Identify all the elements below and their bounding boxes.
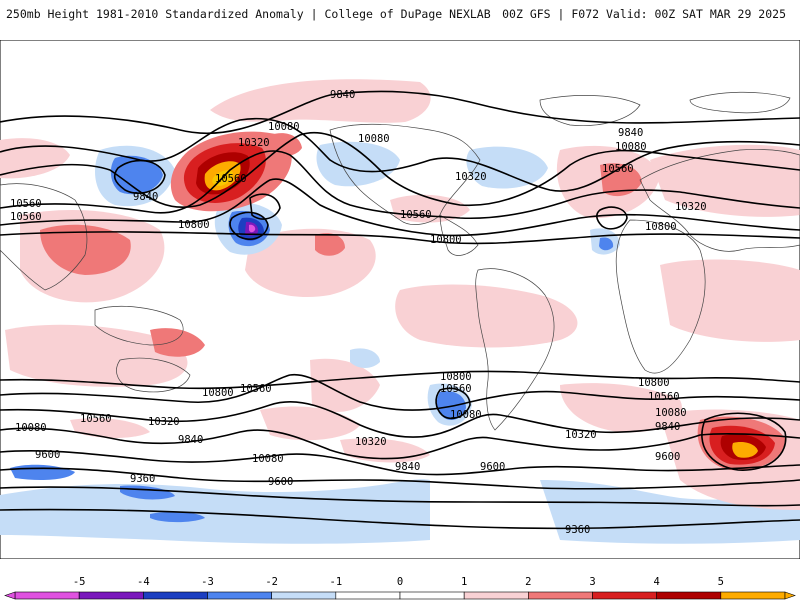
pos2-patch <box>150 328 205 357</box>
coastlines <box>0 91 800 431</box>
svg-text:9840: 9840 <box>395 461 420 473</box>
svg-text:10320: 10320 <box>355 436 387 448</box>
colorbar-segment <box>592 591 657 600</box>
svg-text:10800: 10800 <box>645 221 677 233</box>
height-contours <box>0 90 800 530</box>
svg-text:9840: 9840 <box>655 421 680 433</box>
svg-text:10560: 10560 <box>400 209 432 221</box>
svg-text:10080: 10080 <box>268 121 300 133</box>
colorbar-segment <box>143 591 208 600</box>
map-title: 250mb Height 1981-2010 Standardized Anom… <box>6 7 491 21</box>
colorbar-tick-label: -3 <box>201 576 214 588</box>
pos1-patch <box>650 144 800 217</box>
svg-text:10560: 10560 <box>602 163 634 175</box>
svg-text:10080: 10080 <box>15 422 47 434</box>
pos1-patch <box>5 324 188 387</box>
svg-text:10800: 10800 <box>202 387 234 399</box>
svg-text:10320: 10320 <box>675 201 707 213</box>
colorbar-segment <box>399 591 465 600</box>
anomaly-shading <box>0 79 800 544</box>
svg-text:10560: 10560 <box>215 173 247 185</box>
svg-text:9600: 9600 <box>655 451 680 463</box>
svg-text:9600: 9600 <box>35 449 60 461</box>
svg-text:10560: 10560 <box>10 211 42 223</box>
svg-text:10320: 10320 <box>455 171 487 183</box>
neg1-band-south <box>0 479 430 544</box>
colorbar-segment <box>14 591 80 600</box>
svg-text:10320: 10320 <box>148 416 180 428</box>
pos1-patch <box>390 194 470 223</box>
anomaly-map: 9840 10080 10320 10560 10080 10320 10560… <box>0 40 800 559</box>
svg-text:10320: 10320 <box>565 429 597 441</box>
neg2-patch <box>150 511 205 523</box>
svg-text:9840: 9840 <box>178 434 203 446</box>
svg-text:10080: 10080 <box>615 141 647 153</box>
contour-labels: 9840 10080 10320 10560 10080 10320 10560… <box>10 89 707 536</box>
colorbar-segment <box>528 591 593 600</box>
svg-text:10800: 10800 <box>638 377 670 389</box>
neg1-patch <box>466 146 548 189</box>
colorbar-tick-label: 0 <box>397 576 403 588</box>
colorbar-tick-label: 4 <box>654 576 660 588</box>
colorbar-tick-label: 5 <box>718 576 724 588</box>
pos1-patch <box>660 259 800 342</box>
colorbar-max-arrow <box>784 591 796 600</box>
colorbar-segment <box>463 591 529 600</box>
neg1-patch <box>350 348 380 368</box>
neg5-patch <box>249 224 256 233</box>
pos1-patch <box>260 406 360 441</box>
svg-text:10080: 10080 <box>252 453 284 465</box>
colorbar-segment <box>656 591 722 600</box>
colorbar-tick-label: -2 <box>265 576 278 588</box>
svg-text:9840: 9840 <box>133 191 158 203</box>
colorbar-tick-label: 1 <box>461 576 467 588</box>
svg-text:10800: 10800 <box>430 234 462 246</box>
svg-text:10080: 10080 <box>358 133 390 145</box>
neg2-patch <box>110 155 163 195</box>
svg-text:9600: 9600 <box>268 476 293 488</box>
svg-text:10560: 10560 <box>10 198 42 210</box>
svg-text:10560: 10560 <box>240 383 272 395</box>
svg-text:9360: 9360 <box>130 473 155 485</box>
model-valid-time: 00Z GFS | F072 Valid: 00Z SAT MAR 29 202… <box>502 7 786 21</box>
colorbar-tick-label: 3 <box>589 576 595 588</box>
svg-text:10080: 10080 <box>450 409 482 421</box>
svg-text:10560: 10560 <box>440 383 472 395</box>
colorbar-legend: -5 -4 -3 -2 -1 0 1 2 3 4 5 <box>4 576 796 600</box>
svg-text:10560: 10560 <box>80 413 112 425</box>
colorbar-tick-label: -5 <box>73 576 86 588</box>
colorbar-segment <box>720 591 786 600</box>
svg-text:9360: 9360 <box>565 524 590 536</box>
svg-text:9840: 9840 <box>618 127 643 139</box>
colorbar-segment <box>78 591 144 600</box>
neg1-patch <box>316 141 400 187</box>
svg-text:9600: 9600 <box>480 461 505 473</box>
colorbar-segment <box>335 591 401 600</box>
svg-text:9840: 9840 <box>330 89 355 101</box>
svg-text:10560: 10560 <box>648 391 680 403</box>
svg-text:10080: 10080 <box>655 407 687 419</box>
colorbar-tick-label: -1 <box>330 576 343 588</box>
colorbar-tick-label: -4 <box>137 576 150 588</box>
pos1-patch <box>310 358 380 413</box>
svg-text:10320: 10320 <box>238 137 270 149</box>
colorbar-min-arrow <box>4 591 16 600</box>
colorbar-segment <box>207 591 272 600</box>
pos5-south <box>732 441 758 458</box>
pos1-patch <box>395 284 578 348</box>
pos2-patch <box>315 233 345 256</box>
neg2-patch <box>599 237 614 251</box>
svg-text:10800: 10800 <box>440 371 472 383</box>
colorbar-segment <box>271 591 337 600</box>
pos1-patch <box>70 418 150 438</box>
svg-text:10800: 10800 <box>178 219 210 231</box>
pos1-patch <box>210 79 431 123</box>
colorbar-tick-label: 2 <box>525 576 531 588</box>
pos2-patch <box>600 163 642 197</box>
pos2-patch <box>40 224 131 275</box>
